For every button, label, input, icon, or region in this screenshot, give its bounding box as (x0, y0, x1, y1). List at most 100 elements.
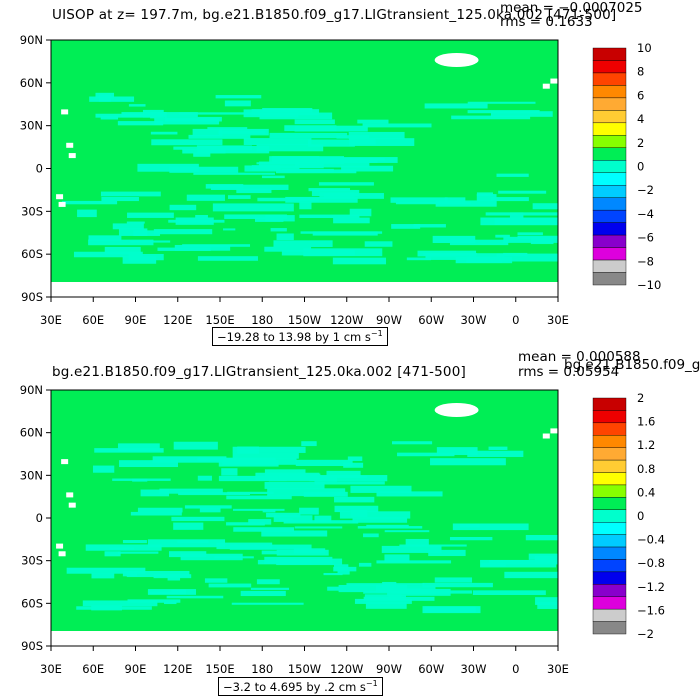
colorbar-label: −0.4 (637, 533, 665, 547)
ocean-patch (261, 175, 285, 179)
colorbar-label: −2 (637, 183, 654, 197)
ocean-patch (91, 573, 115, 579)
ocean-patch (231, 602, 304, 605)
ocean-patch (363, 596, 435, 601)
ocean-patch (193, 172, 275, 175)
ocean-patch (498, 190, 547, 194)
ocean-patch (166, 595, 224, 599)
colorbar-label: 2 (637, 391, 644, 405)
colorbar-box (592, 172, 627, 186)
colorbar-label: 1.6 (637, 415, 655, 429)
colorbar-box (592, 97, 627, 111)
ocean-patch (488, 446, 508, 451)
ocean-patch (496, 253, 558, 262)
lon-label: 90E (125, 662, 147, 676)
ocean-patch (381, 545, 442, 553)
ocean-patch (229, 544, 312, 550)
ocean-patch (444, 197, 466, 203)
ocean-patch (226, 522, 265, 526)
lon-label: 150E (205, 313, 234, 327)
ocean-patch (295, 459, 353, 467)
colorbar-label: −6 (637, 231, 654, 245)
lat-label: 90N (20, 383, 43, 397)
ocean-patch (347, 456, 363, 461)
land-speck (66, 492, 74, 498)
lat-label: 60N (20, 426, 43, 440)
colorbar-box (592, 410, 627, 424)
ocean-patch (262, 108, 313, 113)
ocean-patch (226, 495, 292, 500)
ocean-patch (294, 125, 368, 132)
ocean-patch (270, 228, 287, 232)
ocean-patch (264, 556, 333, 564)
ocean-patch (172, 118, 198, 121)
lon-label: 150W (288, 313, 321, 327)
ocean-patch (192, 128, 223, 137)
ocean-patch (341, 165, 394, 172)
ocean-patch (348, 131, 405, 140)
ocean-patch (535, 597, 558, 605)
colorbar-box (592, 222, 627, 236)
ocean-patch (366, 524, 409, 528)
ocean-patch (152, 456, 227, 463)
ocean-patch (173, 146, 216, 150)
land-speck (56, 543, 64, 549)
ocean-patch (504, 571, 558, 579)
colorbar-box (592, 484, 627, 498)
ocean-patch (476, 194, 497, 201)
ocean-texture (66, 441, 558, 614)
ocean-patch (188, 134, 251, 139)
colorbar-label: 0 (637, 509, 644, 523)
ocean-patch (207, 127, 248, 130)
ocean-patch (95, 113, 162, 118)
ocean-patch (85, 544, 162, 551)
ocean-patch (137, 507, 183, 513)
ocean-patch (397, 452, 455, 457)
ocean-patch (318, 182, 374, 186)
ocean-patch (119, 460, 179, 468)
land-speck (66, 142, 74, 148)
ocean-patch (218, 130, 266, 134)
ocean-patch (326, 470, 361, 477)
ocean-patch (218, 475, 287, 482)
ocean-patch (334, 505, 379, 513)
map-panel-1: 90N 60N 30N 0 30S 60S 90S 30E 60E 90E 120E 150E 180 1… (20, 33, 569, 327)
land-speck (58, 551, 66, 557)
ocean-patch (316, 157, 398, 163)
colorbar-box (592, 122, 627, 136)
land-speck (550, 78, 558, 84)
ocean-patch (224, 214, 287, 219)
ocean-patch (243, 109, 299, 118)
colorbar-label: 2 (637, 136, 644, 150)
ocean-patch (92, 465, 115, 473)
colorbar-box (592, 621, 627, 635)
colorbar-label: 4 (637, 112, 644, 126)
ocean-patch (73, 251, 143, 258)
ocean-patch (323, 572, 343, 576)
ocean-patch (334, 496, 375, 503)
colorbar-box (592, 147, 627, 161)
ocean-patch (517, 232, 543, 236)
ocean-patch (147, 539, 226, 548)
ocean-patch (452, 523, 529, 531)
land-speck (56, 194, 64, 200)
ocean-patch (384, 530, 430, 533)
ocean-patch (363, 590, 437, 594)
land-speck (68, 153, 76, 159)
ocean-patch (333, 217, 370, 224)
ocean-patch (173, 522, 204, 530)
lat-label: 60S (21, 247, 43, 261)
ocean-patch (436, 447, 478, 456)
ocean-patch (140, 489, 170, 497)
land-speck (61, 109, 69, 115)
lon-label: 30E (547, 662, 569, 676)
lat-label: 0 (36, 511, 43, 525)
colorbar-box (592, 160, 627, 173)
colorbar-box (592, 60, 627, 74)
ocean-patch (149, 591, 179, 595)
ocean-patch (485, 212, 558, 216)
ocean-patch (222, 458, 297, 465)
ocean-patch (349, 138, 415, 146)
ocean-patch (350, 509, 368, 517)
lon-label: 30E (40, 313, 62, 327)
